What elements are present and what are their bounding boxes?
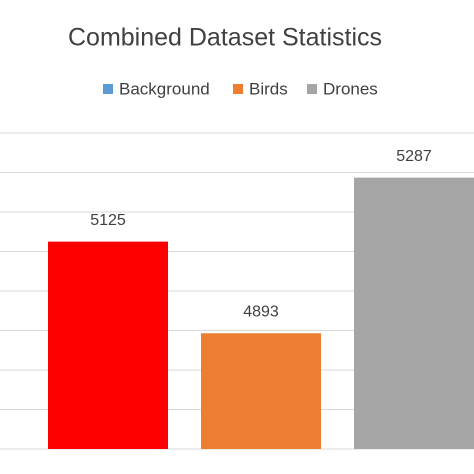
chart-title: Combined Dataset Statistics bbox=[68, 24, 382, 52]
value-label: 4893 bbox=[243, 303, 279, 320]
bar bbox=[48, 241, 168, 449]
legend-swatch bbox=[233, 84, 243, 94]
bar bbox=[354, 177, 474, 449]
legend-swatch bbox=[307, 84, 317, 94]
bar bbox=[201, 333, 321, 449]
value-label: 5125 bbox=[90, 212, 126, 229]
legend-label: Birds bbox=[249, 79, 288, 98]
value-label: 5287 bbox=[396, 148, 432, 165]
legend-label: Drones bbox=[323, 79, 378, 98]
legend-swatch bbox=[103, 84, 113, 94]
legend-label: Background bbox=[119, 79, 210, 98]
